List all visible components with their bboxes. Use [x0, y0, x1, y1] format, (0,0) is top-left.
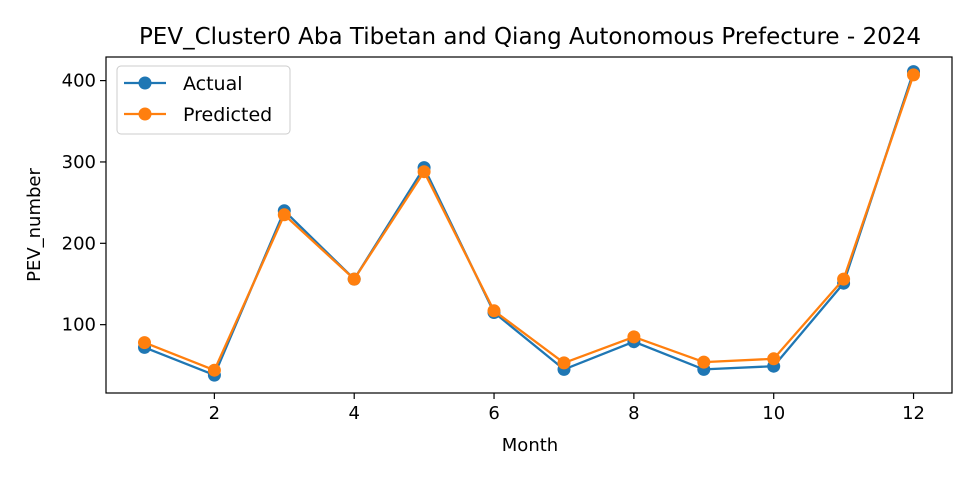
data-point-predicted	[277, 208, 291, 222]
x-tick-label: 10	[762, 403, 785, 424]
legend-label-actual: Actual	[183, 73, 243, 95]
x-tick-label: 12	[902, 403, 925, 424]
data-point-predicted	[487, 304, 501, 318]
axes-frame	[105, 56, 953, 394]
x-tick-label: 2	[209, 403, 220, 424]
data-point-predicted	[347, 272, 361, 286]
data-point-predicted	[627, 330, 641, 344]
data-point-predicted	[697, 355, 711, 369]
data-point-predicted	[138, 336, 151, 350]
data-point-predicted	[417, 165, 431, 179]
y-tick-label: 200	[62, 233, 96, 254]
x-tick-label: 4	[348, 403, 359, 424]
x-axis: 2 4 6 8 10 12	[209, 393, 925, 424]
x-axis-label: Month	[502, 435, 558, 456]
x-tick-label: 8	[628, 403, 639, 424]
data-point-predicted	[207, 363, 221, 377]
y-axis: 100 200 300 400	[62, 71, 106, 336]
legend-marker-actual	[138, 76, 152, 90]
y-tick-label: 100	[62, 315, 96, 336]
series-predicted	[138, 68, 920, 377]
y-tick-label: 400	[62, 71, 96, 92]
legend-marker-predicted	[138, 107, 152, 121]
data-point-predicted	[837, 272, 851, 286]
y-tick-label: 300	[62, 152, 96, 173]
legend-label-predicted: Predicted	[183, 104, 272, 126]
x-tick-label: 6	[488, 403, 499, 424]
chart-title: PEV_Cluster0 Aba Tibetan and Qiang Auton…	[139, 24, 921, 50]
plot-area	[138, 65, 920, 382]
data-point-predicted	[767, 352, 781, 366]
data-point-predicted	[557, 356, 571, 370]
data-point-predicted	[907, 68, 920, 82]
series-line-predicted	[144, 74, 915, 372]
y-axis-label: PEV_number	[24, 168, 45, 282]
legend: Actual Predicted	[116, 65, 291, 135]
